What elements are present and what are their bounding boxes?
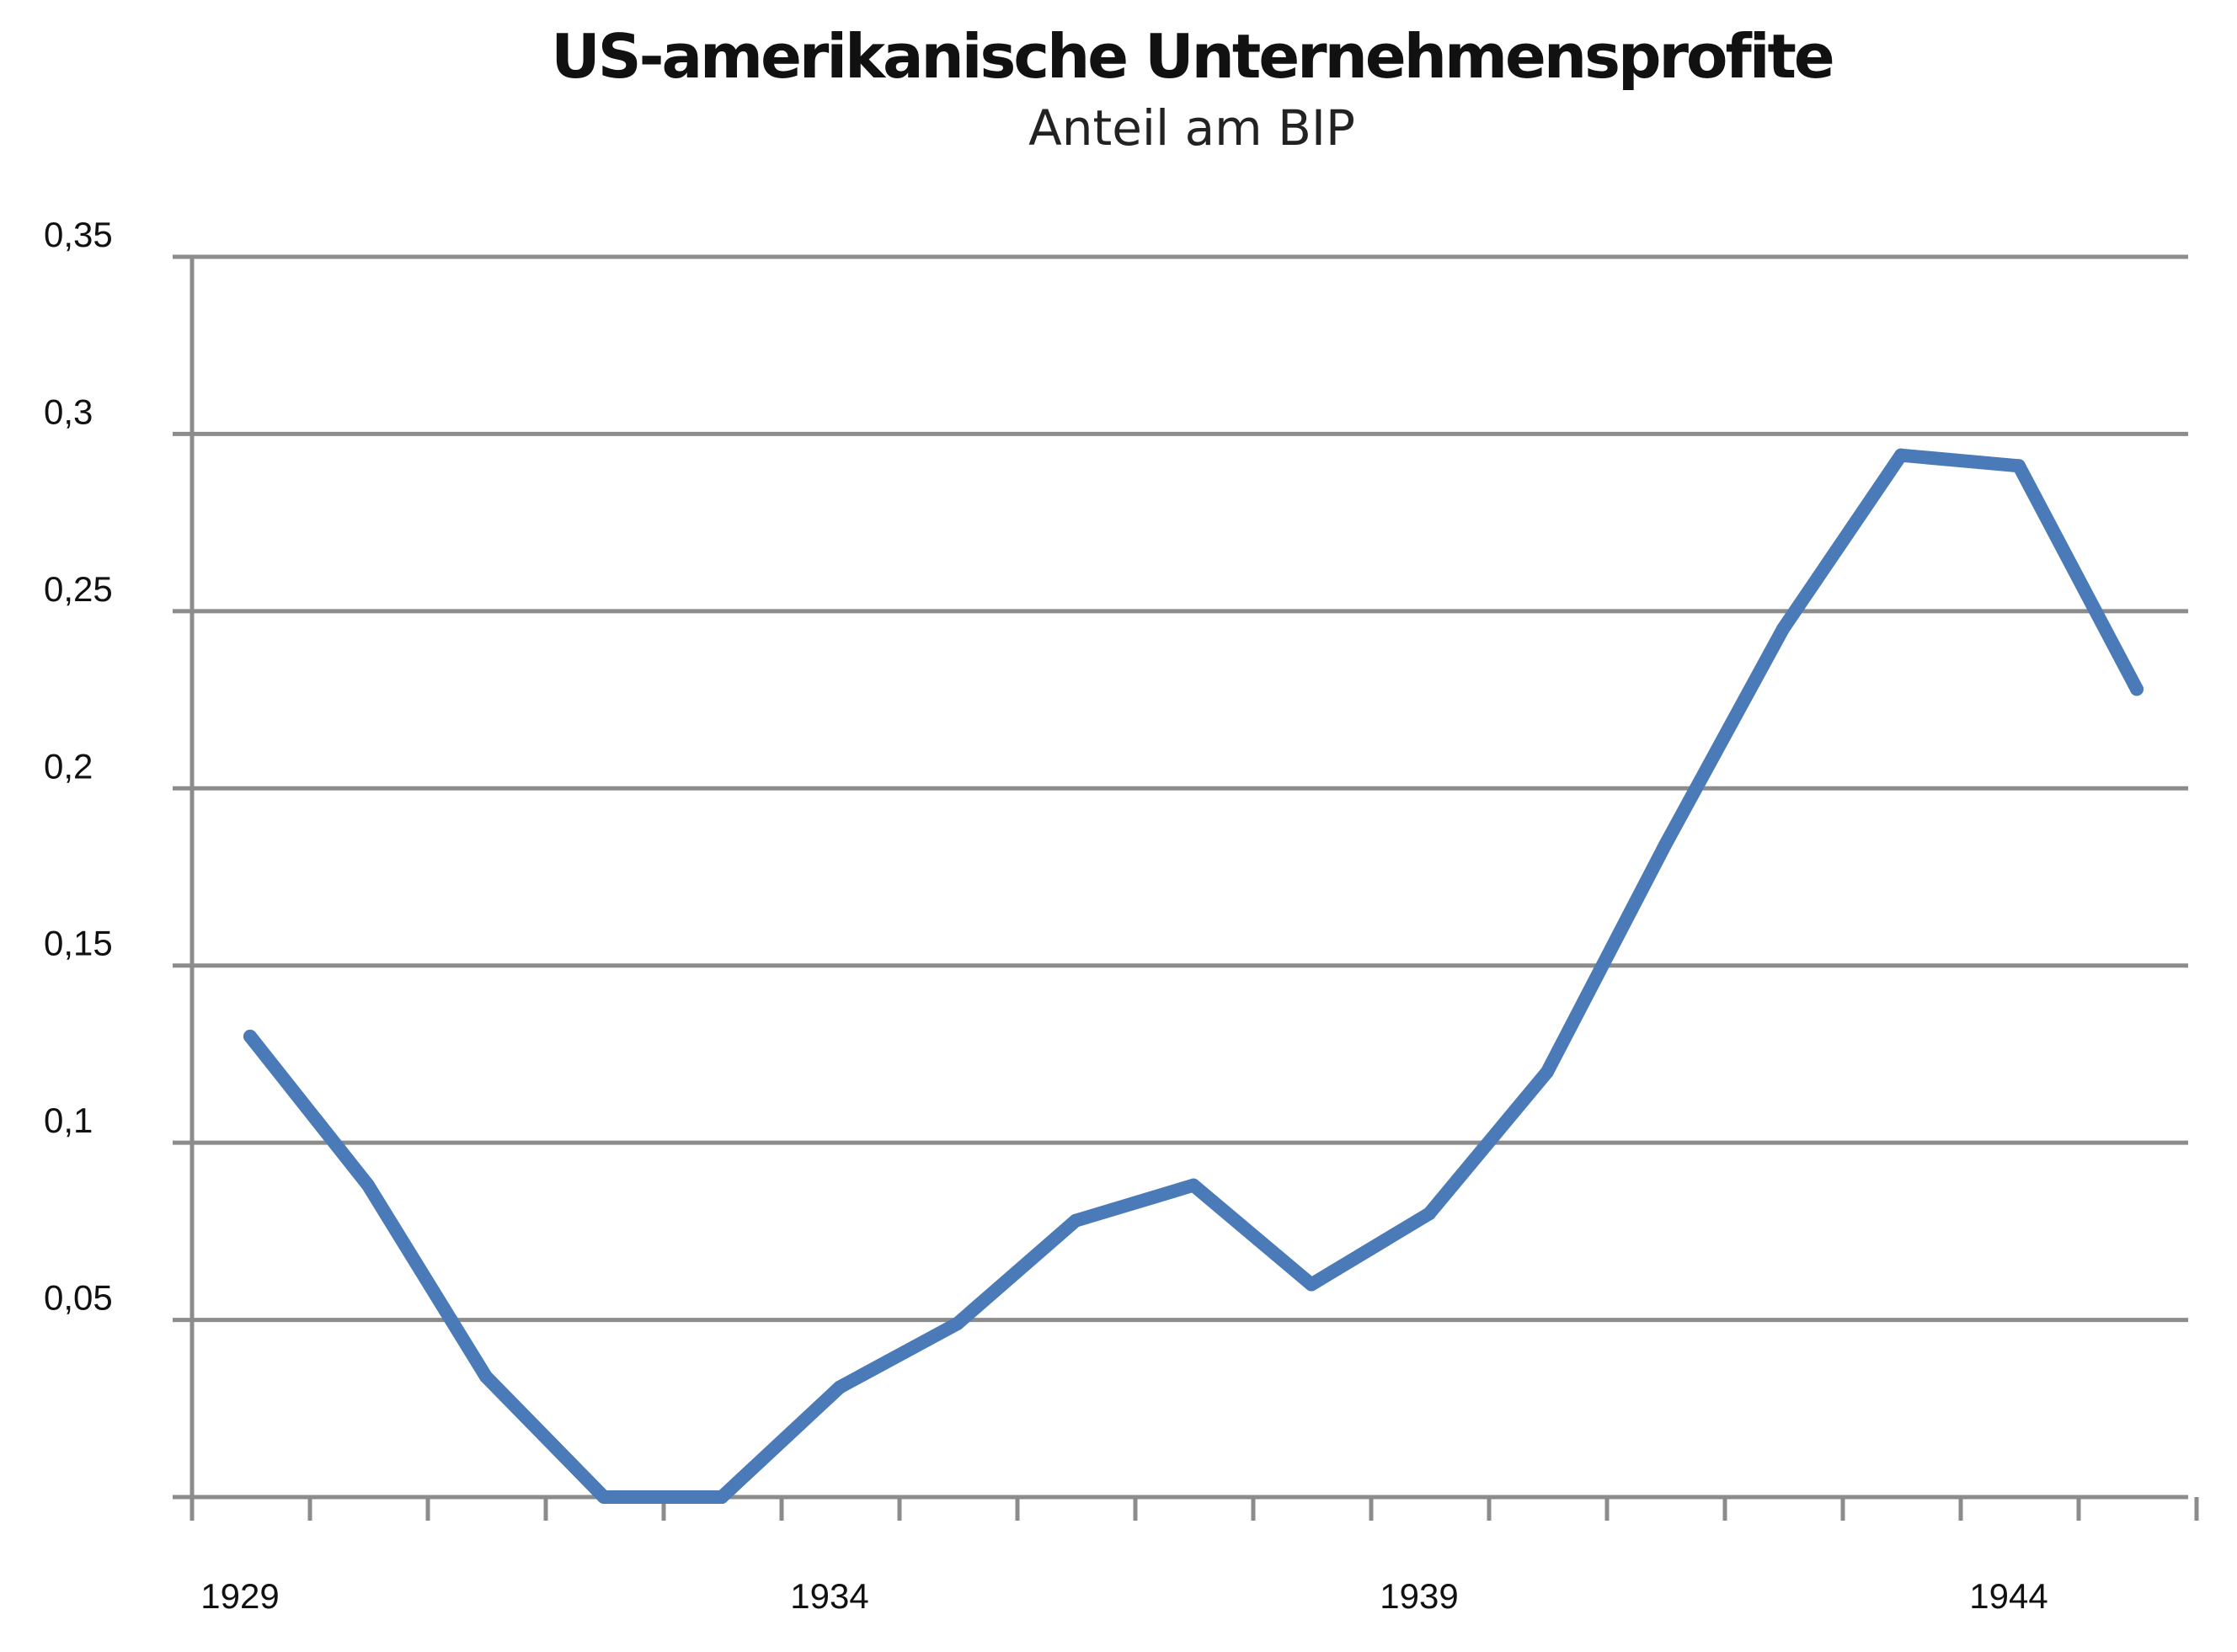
x-tick-label: 1929: [200, 1576, 279, 1616]
data-point: [833, 1380, 846, 1394]
data-point: [951, 1316, 964, 1330]
data-point: [1658, 838, 1672, 852]
data-point: [2012, 459, 2026, 473]
data-point: [1894, 448, 1908, 462]
y-tick-label: 0,15: [44, 924, 113, 963]
data-point: [361, 1178, 375, 1192]
x-axis-tick-labels: 1929 1934 1939 1944: [200, 1576, 2047, 1616]
series-group: [243, 448, 2144, 1504]
data-point: [1423, 1207, 1436, 1221]
data-point: [1540, 1064, 1554, 1079]
data-point: [1305, 1277, 1318, 1292]
y-tick-label: 0,25: [44, 569, 113, 609]
data-point: [597, 1490, 611, 1504]
data-point: [243, 1029, 257, 1043]
chart-subtitle: Anteil am BIP: [1028, 99, 1355, 157]
y-tick-label: 0,3: [44, 392, 93, 431]
data-point: [479, 1369, 493, 1383]
y-tick-label: 0,2: [44, 746, 93, 786]
data-point: [715, 1490, 729, 1504]
x-tick-label: 1944: [1969, 1576, 2047, 1616]
y-tick-label: 0,35: [44, 215, 113, 254]
data-point: [2130, 682, 2144, 696]
y-tick-label: 0,05: [44, 1278, 113, 1318]
gridlines: [173, 254, 2188, 1323]
data-point: [1776, 621, 1790, 636]
data-point: [1069, 1213, 1082, 1228]
data-point: [1187, 1178, 1200, 1192]
x-tick-label: 1939: [1380, 1576, 1458, 1616]
axes: [173, 257, 2199, 1521]
y-axis-tick-labels: 0,05 0,1 0,15 0,2 0,25 0,3 0,35: [44, 215, 113, 1318]
x-tick-label: 1934: [790, 1576, 868, 1616]
y-tick-label: 0,1: [44, 1100, 93, 1140]
chart-title: US-amerikanische Unternehmensprofite: [551, 21, 1833, 92]
